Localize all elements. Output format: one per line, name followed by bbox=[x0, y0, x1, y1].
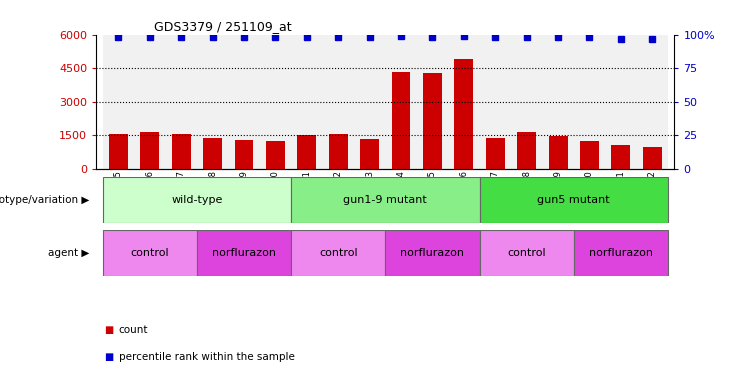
Bar bbox=[548, 136, 568, 169]
Text: control: control bbox=[130, 248, 169, 258]
Text: gun5 mutant: gun5 mutant bbox=[537, 195, 610, 205]
Text: norflurazon: norflurazon bbox=[400, 248, 465, 258]
Bar bbox=[574, 35, 605, 169]
Text: percentile rank within the sample: percentile rank within the sample bbox=[119, 352, 294, 362]
Text: norflurazon: norflurazon bbox=[212, 248, 276, 258]
Text: wild-type: wild-type bbox=[171, 195, 222, 205]
Bar bbox=[228, 35, 259, 169]
Bar bbox=[454, 59, 473, 169]
Bar bbox=[360, 139, 379, 169]
Bar bbox=[423, 73, 442, 169]
Bar bbox=[291, 35, 322, 169]
Bar bbox=[574, 230, 668, 276]
Bar bbox=[109, 134, 127, 169]
Bar bbox=[102, 177, 291, 223]
Bar bbox=[511, 35, 542, 169]
Text: agent ▶: agent ▶ bbox=[47, 248, 89, 258]
Bar bbox=[197, 35, 228, 169]
Bar bbox=[140, 132, 159, 169]
Bar bbox=[611, 145, 631, 169]
Bar bbox=[297, 135, 316, 169]
Bar bbox=[266, 141, 285, 169]
Bar bbox=[580, 141, 599, 169]
Bar bbox=[259, 35, 291, 169]
Bar bbox=[542, 35, 574, 169]
Text: GDS3379 / 251109_at: GDS3379 / 251109_at bbox=[154, 20, 292, 33]
Text: ■: ■ bbox=[104, 352, 113, 362]
Bar bbox=[448, 35, 479, 169]
Bar bbox=[605, 35, 637, 169]
Text: control: control bbox=[319, 248, 357, 258]
Text: norflurazon: norflurazon bbox=[589, 248, 653, 258]
Text: genotype/variation ▶: genotype/variation ▶ bbox=[0, 195, 89, 205]
Bar bbox=[385, 35, 416, 169]
Bar bbox=[197, 230, 291, 276]
Bar bbox=[203, 138, 222, 169]
Bar bbox=[291, 230, 385, 276]
Bar bbox=[479, 177, 668, 223]
Bar bbox=[479, 230, 574, 276]
Bar bbox=[102, 230, 197, 276]
Bar bbox=[517, 132, 536, 169]
Bar bbox=[637, 35, 668, 169]
Text: control: control bbox=[508, 248, 546, 258]
Bar bbox=[354, 35, 385, 169]
Bar bbox=[479, 35, 511, 169]
Bar bbox=[391, 71, 411, 169]
Text: count: count bbox=[119, 325, 148, 335]
Bar bbox=[416, 35, 448, 169]
Bar bbox=[165, 35, 197, 169]
Text: ■: ■ bbox=[104, 325, 113, 335]
Bar bbox=[291, 177, 479, 223]
Bar bbox=[385, 230, 479, 276]
Bar bbox=[322, 35, 354, 169]
Bar bbox=[172, 134, 190, 169]
Text: gun1-9 mutant: gun1-9 mutant bbox=[343, 195, 428, 205]
Bar bbox=[134, 35, 165, 169]
Bar bbox=[235, 140, 253, 169]
Bar bbox=[102, 35, 134, 169]
Bar bbox=[486, 138, 505, 169]
Bar bbox=[329, 134, 348, 169]
Bar bbox=[643, 147, 662, 169]
